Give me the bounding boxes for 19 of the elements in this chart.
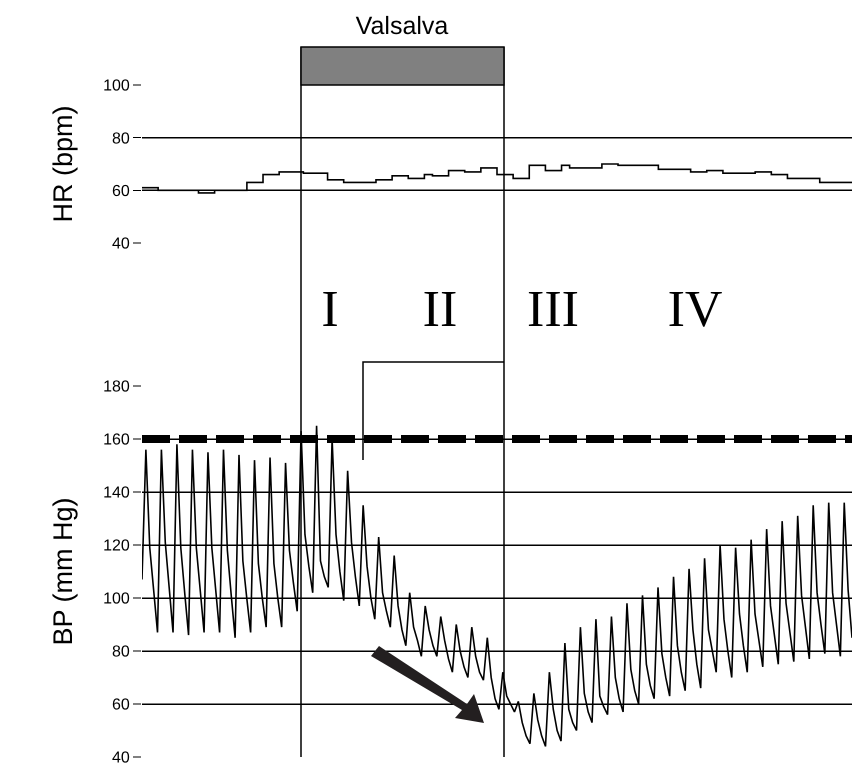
text: IV [668,280,722,339]
text: III [527,280,579,339]
y-tick-label: 140 [103,484,130,502]
text: Valsalva [356,12,448,41]
y-tick-label: 160 [103,432,130,449]
y-tick-label: 80 [112,644,130,661]
y-tick-label: 180 [103,378,130,396]
y-tick-label: 60 [112,182,130,200]
y-axis-title: HR (bpm) [48,105,78,223]
text: I [321,280,339,339]
y-tick-label: 80 [112,130,130,148]
y-tick-label: 40 [112,236,130,253]
y-tick-label: 40 [112,750,130,767]
y-tick-label: 100 [103,590,130,608]
y-tick-label: 120 [103,538,130,555]
text: II [422,280,458,339]
y-tick-label: 100 [103,78,130,95]
y-tick-label: 60 [112,696,130,714]
y-axis-title: BP (mm Hg) [48,497,78,646]
